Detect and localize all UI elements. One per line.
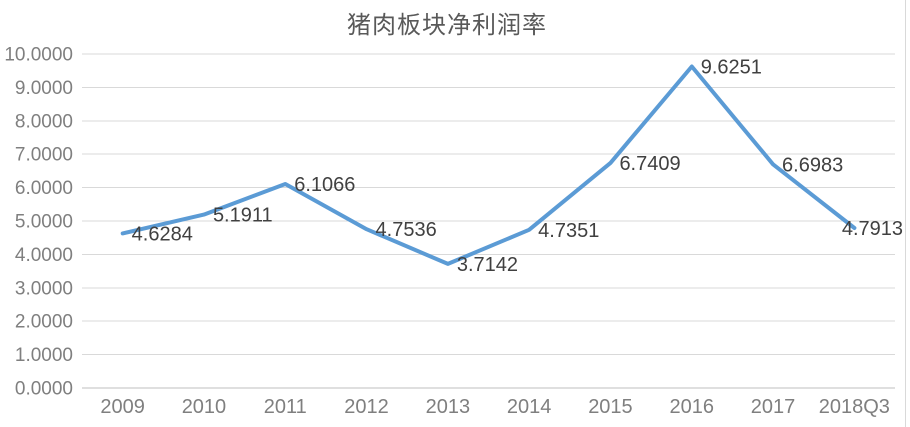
data-label: 4.6284 [132,223,193,245]
x-tick-label: 2013 [426,396,471,418]
data-label: 3.7142 [457,254,518,276]
y-tick-label: 4.0000 [15,245,73,266]
x-tick-label: 2012 [344,396,389,418]
data-label: 6.7409 [619,153,680,175]
y-tick-label: 2.0000 [15,312,73,333]
x-tick-label: 2010 [182,396,227,418]
data-label: 4.7913 [842,218,903,240]
x-tick-label: 2009 [100,396,145,418]
data-label: 4.7351 [538,220,599,242]
series-line[interactable] [120,64,857,266]
y-tick-label: 6.0000 [15,178,73,199]
data-label: 9.6251 [701,57,762,79]
x-tick-label: 2014 [507,396,552,418]
data-label: 4.7536 [376,219,437,241]
x-tick-label: 2017 [751,396,796,418]
y-tick-label: 7.0000 [15,145,73,166]
y-tick-label: 9.0000 [15,78,73,99]
chart-title: 猪肉板块净利润率 [347,12,547,39]
x-tick-label: 2016 [670,396,715,418]
x-tick-label: 2011 [264,396,307,418]
x-tick-label: 2015 [588,396,633,418]
y-tick-label: 1.0000 [15,345,73,366]
x-tick-label: 2018Q3 [819,396,890,418]
data-label: 5.1911 [213,205,273,227]
chart-right-border [905,0,906,427]
data-label: 6.6983 [782,154,843,176]
data-label: 6.1066 [294,174,355,196]
y-tick-label: 0.0000 [15,379,73,400]
y-tick-label: 10.0000 [4,45,73,66]
y-tick-label: 3.0000 [15,278,73,299]
y-tick-label: 8.0000 [15,111,73,132]
y-tick-label: 5.0000 [15,212,73,233]
